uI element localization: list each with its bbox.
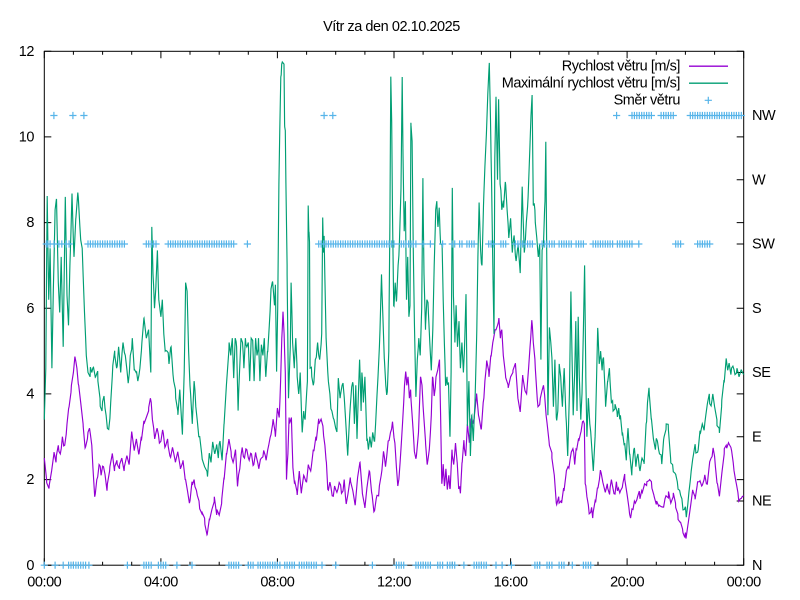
svg-text:N: N [752, 558, 762, 574]
svg-text:10: 10 [19, 130, 35, 146]
svg-text:08:00: 08:00 [260, 575, 294, 591]
svg-text:16:00: 16:00 [494, 575, 528, 591]
svg-text:0: 0 [26, 558, 34, 574]
svg-text:2: 2 [26, 472, 34, 488]
svg-text:4: 4 [26, 387, 34, 403]
svg-text:Směr větru: Směr větru [614, 93, 681, 109]
svg-text:NE: NE [752, 494, 772, 510]
svg-text:00:00: 00:00 [727, 575, 761, 591]
svg-text:04:00: 04:00 [144, 575, 178, 591]
svg-text:SE: SE [752, 365, 771, 381]
svg-text:SW: SW [752, 237, 775, 253]
svg-text:Vítr za den 02.10.2025: Vítr za den 02.10.2025 [323, 19, 460, 35]
svg-text:E: E [752, 429, 762, 445]
svg-text:Rychlost větru [m/s]: Rychlost větru [m/s] [562, 59, 680, 75]
svg-text:12: 12 [19, 44, 35, 60]
svg-text:NW: NW [752, 108, 776, 124]
svg-text:W: W [752, 172, 766, 188]
svg-text:S: S [752, 301, 761, 317]
svg-text:Maximální rychlost větru [m/s]: Maximální rychlost větru [m/s] [502, 76, 680, 92]
svg-text:6: 6 [26, 301, 34, 317]
svg-text:20:00: 20:00 [610, 575, 644, 591]
svg-text:12:00: 12:00 [377, 575, 411, 591]
svg-text:00:00: 00:00 [27, 575, 61, 591]
svg-text:8: 8 [26, 215, 34, 231]
